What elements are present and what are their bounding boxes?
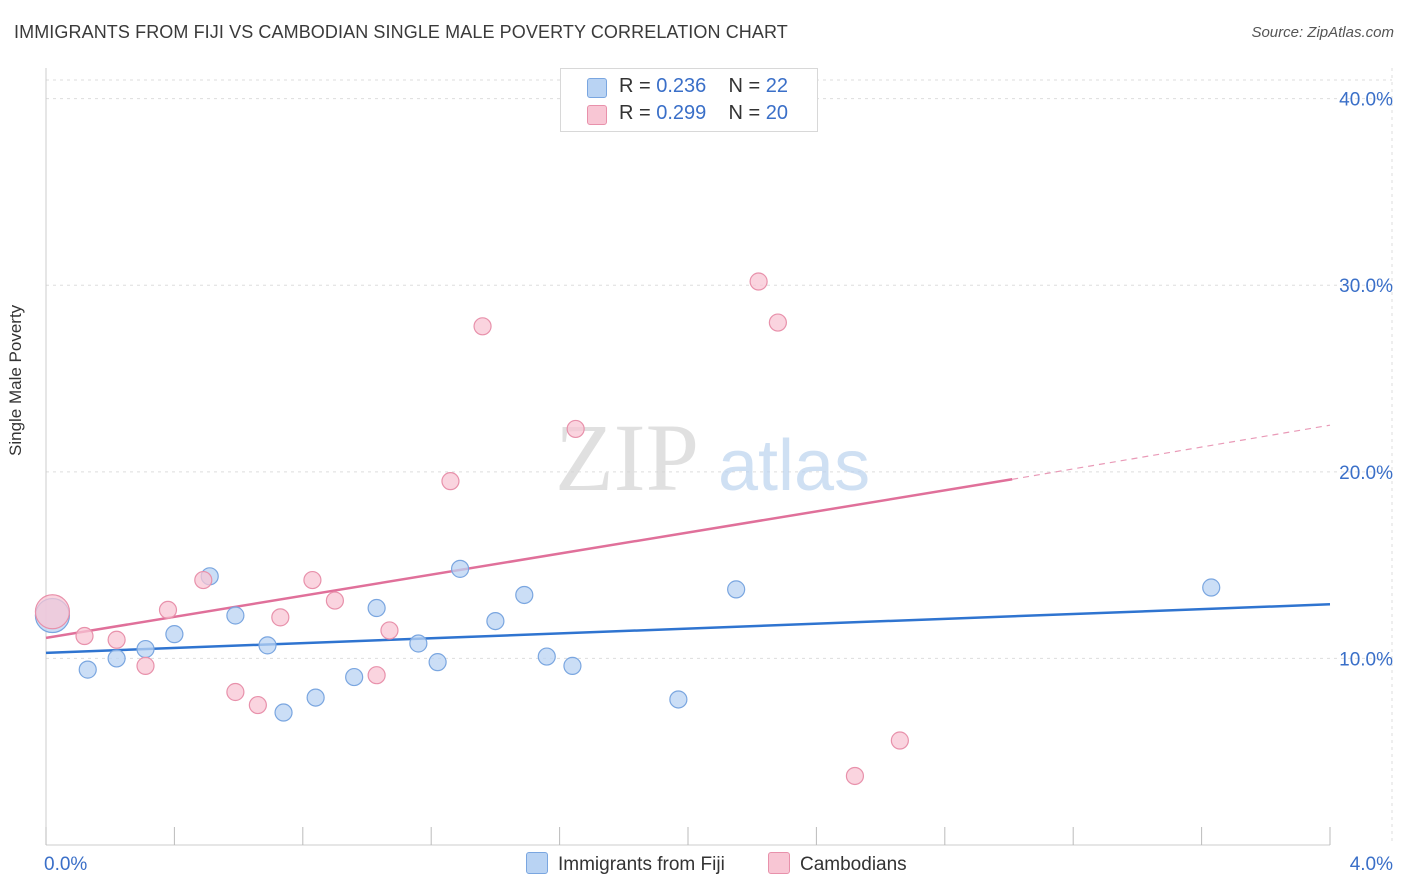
data-point-cambodians <box>107 630 126 649</box>
data-point-cambodians <box>566 419 585 439</box>
y-axis-label: Single Male Poverty <box>6 304 25 456</box>
legend-swatch-pink <box>587 105 607 125</box>
data-point-fiji <box>107 649 126 668</box>
trend-line-cambodians <box>45 478 1013 640</box>
legend-n-label: N = <box>728 75 766 97</box>
legend-n-value: 22 <box>765 75 789 97</box>
legend-r-label: R = <box>619 75 657 97</box>
y-tick-label: 10.0% <box>1339 649 1393 670</box>
legend-n-label: N = <box>728 102 766 124</box>
data-point-cambodians <box>248 695 267 715</box>
data-point-fiji <box>306 688 325 707</box>
data-point-cambodians <box>271 608 290 627</box>
data-point-cambodians <box>34 594 71 630</box>
data-point-fiji <box>486 611 505 631</box>
legend-swatch-blue <box>587 78 607 98</box>
data-point-cambodians <box>325 591 344 610</box>
legend-n-value: 20 <box>765 102 789 124</box>
data-point-fiji <box>1202 578 1221 597</box>
data-point-cambodians <box>367 666 386 685</box>
data-point-fiji <box>136 639 155 659</box>
data-point-cambodians <box>158 600 178 620</box>
data-point-fiji <box>274 703 293 722</box>
data-point-fiji <box>409 634 428 653</box>
y-tick-label: 20.0% <box>1339 463 1393 484</box>
watermark: ZIP atlas <box>555 404 870 511</box>
data-point-cambodians <box>226 682 245 702</box>
y-tick-label: 30.0% <box>1339 276 1393 297</box>
data-point-cambodians <box>380 621 399 640</box>
source-label: Source: ZipAtlas.com <box>1251 24 1394 41</box>
data-point-cambodians <box>194 570 213 590</box>
series-name-cambodians: Cambodians <box>800 854 907 875</box>
data-point-fiji <box>563 656 582 675</box>
data-point-fiji <box>367 598 386 618</box>
y-tick-label: 40.0% <box>1339 90 1393 111</box>
data-point-cambodians <box>845 766 865 786</box>
series-swatch-pink <box>768 852 790 874</box>
legend-r-label: R = <box>619 102 657 124</box>
data-point-fiji <box>515 585 534 605</box>
data-point-cambodians <box>441 472 460 491</box>
tick-labels: 10.0% 20.0% 30.0% 40.0% 0.0% 4.0% <box>44 90 1393 875</box>
x-tick-label: 0.0% <box>44 854 87 875</box>
x-tick-label: 4.0% <box>1350 854 1393 875</box>
data-point-fiji <box>165 625 184 644</box>
data-point-fiji <box>727 580 746 599</box>
series-legend-cambodians: Cambodians <box>768 852 907 876</box>
series-name-fiji: Immigrants from Fiji <box>558 854 725 875</box>
trend-line-dashed-cambodians <box>1012 424 1331 480</box>
chart-title: IMMIGRANTS FROM FIJI VS CAMBODIAN SINGLE… <box>14 22 788 42</box>
data-point-cambodians <box>136 656 155 675</box>
data-points <box>34 272 1221 786</box>
axes <box>45 68 1331 846</box>
data-point-fiji <box>226 606 245 625</box>
data-point-cambodians <box>768 313 787 332</box>
series-swatch-blue <box>526 852 548 874</box>
data-point-cambodians <box>749 272 768 291</box>
legend-r-value: 0.299 <box>656 102 707 124</box>
data-point-fiji <box>258 636 277 655</box>
data-point-cambodians <box>75 626 94 646</box>
data-point-cambodians <box>890 731 909 750</box>
data-point-fiji <box>428 653 447 672</box>
data-point-cambodians <box>473 317 492 336</box>
series-legend-fiji: Immigrants from Fiji <box>526 852 725 876</box>
data-point-fiji <box>537 647 556 666</box>
legend-r-value: 0.236 <box>656 75 707 97</box>
watermark-atlas: atlas <box>718 426 870 506</box>
data-point-fiji <box>78 660 97 679</box>
correlation-legend: R = 0.236 N = 22 R = 0.299 N = 20 <box>560 68 818 132</box>
data-point-cambodians <box>303 570 322 590</box>
data-point-fiji <box>669 690 688 709</box>
data-point-fiji <box>450 559 470 578</box>
data-point-fiji <box>345 667 364 687</box>
